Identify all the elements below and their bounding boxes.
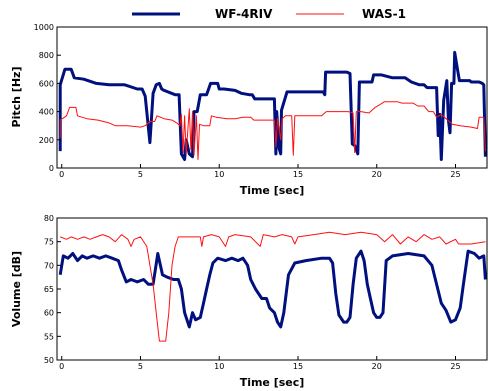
volume-series-was1-line: [60, 231, 486, 342]
pitch-y-tick-label: 400: [39, 108, 54, 117]
pitch-y-tick-label: 600: [39, 79, 54, 88]
pitch-y-tick-label: 0: [49, 164, 54, 173]
volume-y-tick-label: 65: [44, 285, 54, 294]
pitch-x-tick-label: 10: [214, 170, 224, 179]
volume-y-axis-label: Volume [dB]: [10, 251, 23, 327]
volume-y-tick-label: 75: [44, 238, 54, 247]
volume-y-tick-label: 70: [44, 261, 54, 270]
volume-chart: 0 5 10 15 20 25 50 55 60 65 70 75 80 Time [sec] Volu…: [10, 214, 488, 389]
pitch-x-tick-label: 0: [59, 170, 64, 179]
volume-series-wf4riv-line: [58, 249, 487, 329]
pitch-plot-frame: [56, 26, 488, 169]
legend-label-was1: WAS-1: [362, 7, 406, 21]
volume-y-tick-label: 55: [44, 332, 54, 341]
pitch-x-tick-label: 15: [293, 170, 303, 179]
pitch-x-axis-label: Time [sec]: [240, 184, 305, 197]
volume-x-tick-label: 15: [293, 362, 303, 371]
volume-y-tick-label: 60: [44, 309, 54, 318]
pitch-x-tick-label: 25: [450, 170, 460, 179]
pitch-y-tick-label: 800: [39, 51, 54, 60]
volume-x-tick-label: 10: [214, 362, 224, 371]
volume-x-tick-label: 25: [450, 362, 460, 371]
pitch-y-axis-label: Pitch [Hz]: [10, 67, 23, 128]
pitch-y-tick-label: 200: [39, 136, 54, 145]
pitch-x-tick-label: 5: [138, 170, 143, 179]
pitch-series-was1-line: [59, 101, 486, 160]
volume-y-tick-label: 50: [44, 356, 54, 365]
volume-y-tick-label: 80: [44, 214, 54, 223]
pitch-chart: 0 5 10 15 20 25 0 200 400 600 800 1000 Time [sec] P…: [10, 23, 488, 197]
legend-label-wf4riv: WF-4RIV: [215, 7, 273, 21]
volume-x-tick-label: 20: [372, 362, 382, 371]
volume-x-tick-label: 5: [138, 362, 143, 371]
volume-x-tick-label: 0: [59, 362, 64, 371]
pitch-y-tick-label: 1000: [34, 23, 54, 32]
legend: WF-4RIV WAS-1: [132, 7, 406, 21]
pitch-x-tick-label: 20: [372, 170, 382, 179]
volume-x-axis-label: Time [sec]: [240, 376, 305, 389]
